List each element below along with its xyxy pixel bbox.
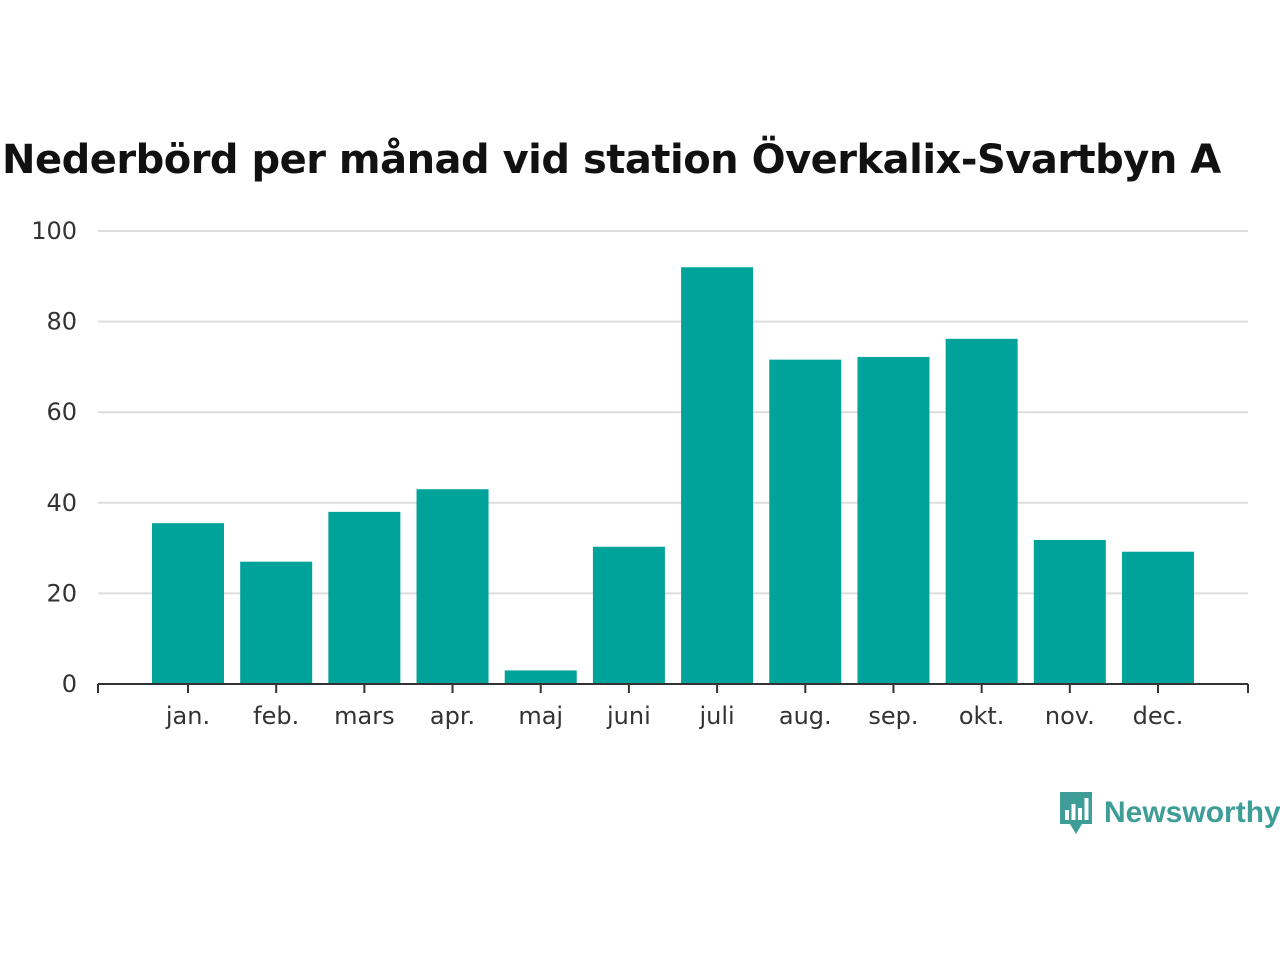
x-axis-tick-labels: jan. feb. mars apr. maj juni juli aug. sep. okt. n…: [165, 702, 1184, 730]
x-tick-label: okt.: [959, 702, 1005, 730]
x-tick-label: dec.: [1133, 702, 1184, 730]
y-tick-label: 20: [46, 579, 77, 607]
y-axis-tick-labels: 0 20 40 60 80 100: [31, 217, 77, 698]
bar-sep: [857, 356, 930, 684]
bar-juni: [592, 546, 665, 684]
y-tick-label: 80: [46, 308, 77, 336]
bar-juli: [681, 267, 754, 684]
x-tick-label: mars: [334, 702, 394, 730]
logo-text: Newsworthy: [1104, 796, 1280, 829]
newsworthy-logo: Newsworthy: [1058, 790, 1280, 836]
bar-nov: [1033, 539, 1106, 684]
bar-chart-speech-bubble-icon: [1060, 792, 1092, 834]
x-tick-label: sep.: [868, 702, 918, 730]
bar-mars: [328, 511, 401, 684]
x-tick-label: aug.: [779, 702, 832, 730]
gridlines: [98, 230, 1248, 595]
x-tick-label: jan.: [165, 702, 210, 730]
bars: [152, 267, 1194, 684]
x-axis: [97, 683, 1249, 693]
bar-maj: [504, 670, 577, 684]
x-tick-label: feb.: [253, 702, 299, 730]
y-tick-label: 0: [62, 670, 77, 698]
bar-jan: [152, 523, 224, 684]
bar-feb: [240, 561, 313, 684]
x-tick-label: juli: [698, 702, 734, 730]
chart-title: Nederbörd per månad vid station Överkali…: [2, 137, 1221, 183]
bar-apr: [416, 489, 489, 684]
y-tick-label: 100: [31, 217, 77, 245]
x-tick-label: juni: [606, 702, 651, 730]
y-tick-label: 60: [46, 398, 77, 426]
x-tick-label: maj: [518, 702, 563, 730]
x-tick-label: nov.: [1045, 702, 1095, 730]
bar-aug: [769, 359, 842, 684]
bar-okt: [945, 338, 1018, 684]
x-tick-label: apr.: [430, 702, 475, 730]
y-tick-label: 40: [46, 489, 77, 517]
bar-dec: [1122, 551, 1194, 684]
